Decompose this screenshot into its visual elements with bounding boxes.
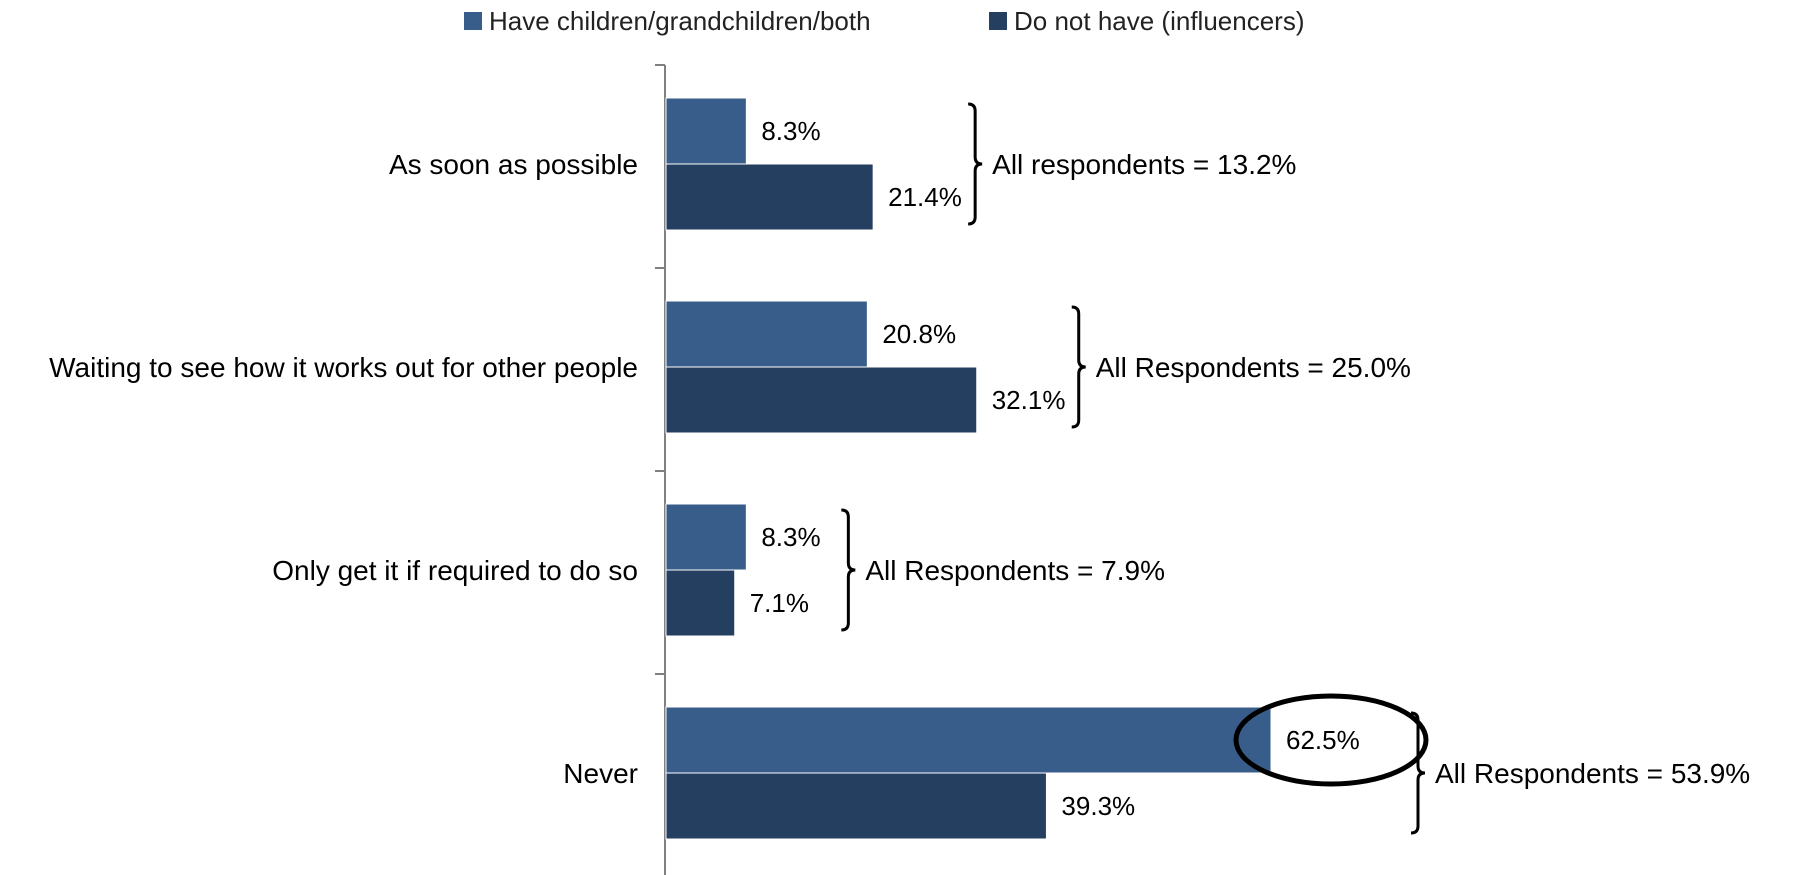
all-respondents-annotation: All Respondents = 53.9% [1435,758,1750,789]
data-label: 39.3% [1061,791,1135,821]
category-label: Waiting to see how it works out for othe… [49,352,638,383]
data-label: 20.8% [882,319,956,349]
data-label: 8.3% [761,116,820,146]
brace [1410,711,1426,835]
all-respondents-annotation: All respondents = 13.2% [992,149,1296,180]
all-respondents-annotation: All Respondents = 7.9% [865,555,1165,586]
legend-label-have-children: Have children/grandchildren/both [489,6,871,36]
bar-do-not-have [665,163,874,231]
legend: Have children/grandchildren/both Do not … [464,6,1304,36]
data-label: 21.4% [888,182,962,212]
all-respondents-annotation: All Respondents = 25.0% [1096,352,1411,383]
brace [968,102,983,226]
legend-label-do-not-have: Do not have (influencers) [1014,6,1304,36]
category-label: As soon as possible [389,149,638,180]
bar-do-not-have [665,772,1047,840]
bar-have-children [665,97,747,165]
data-label: 62.5% [1286,725,1360,755]
bar-have-children [665,503,747,571]
data-label: 8.3% [761,522,820,552]
legend-swatch-have-children [464,12,482,30]
category-label: Only get it if required to do so [272,555,638,586]
category-label: Never [563,758,638,789]
plot-area: As soon as possible 8.3% 21.4% All responde… [49,64,1750,875]
bar-do-not-have [665,569,736,637]
brace [1071,305,1086,429]
bar-have-children [665,300,868,368]
highlight-circle [1233,693,1429,787]
brace [841,508,856,632]
legend-swatch-do-not-have [989,12,1007,30]
data-label: 32.1% [992,385,1066,415]
data-label: 7.1% [750,588,809,618]
bar-have-children [665,706,1272,774]
bar-do-not-have [665,366,978,434]
